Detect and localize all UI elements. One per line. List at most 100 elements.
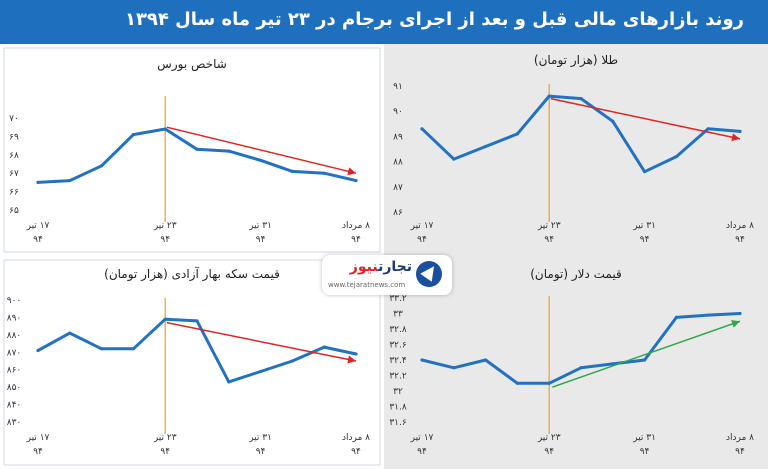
y-tick-label: ۸۷ bbox=[393, 183, 403, 193]
y-tick-label: ۸۵۰ bbox=[7, 383, 22, 393]
data-point bbox=[611, 362, 615, 366]
data-point bbox=[643, 170, 647, 174]
data-point bbox=[290, 169, 294, 173]
data-point bbox=[547, 381, 551, 385]
data-point bbox=[36, 180, 40, 184]
data-point bbox=[420, 127, 424, 131]
x-tick-label: ۸ مرداد bbox=[342, 433, 370, 443]
y-tick-label: ۶۹ bbox=[9, 132, 19, 142]
y-tick-label: ۹۱ bbox=[393, 82, 403, 92]
x-tick-label: ۳۱ تیر bbox=[632, 433, 656, 443]
x-tick-year-label: ۹۴ bbox=[735, 235, 745, 245]
y-tick-label: ۳۳.۲ bbox=[389, 294, 407, 304]
x-tick-label: ۳۱ تیر bbox=[248, 221, 272, 231]
x-tick-year-label: ۹۴ bbox=[544, 447, 554, 457]
x-tick-label: ۱۷ تیر bbox=[410, 433, 434, 443]
data-point bbox=[259, 158, 263, 162]
x-tick-label: ۱۷ تیر bbox=[410, 221, 434, 231]
trend-arrow-head-icon bbox=[731, 133, 740, 142]
gold-chart: طلا (هزار تومان) ۸۶ ۸۷ ۸۸ ۸۹ ۹۰ ۹۱ ۱۷ تیر ۹۴ ۲۳ ت… bbox=[384, 44, 768, 256]
data-point bbox=[354, 178, 358, 183]
logo-name-part2: نیوز bbox=[349, 259, 379, 275]
data-point bbox=[484, 144, 488, 149]
data-point bbox=[706, 313, 710, 317]
y-tick-label: ۳۲ bbox=[393, 387, 403, 397]
data-point bbox=[68, 331, 72, 335]
data-point bbox=[227, 380, 231, 384]
logo-url: www.tejaratnews.com bbox=[328, 281, 406, 289]
x-tick-year-label: ۹۴ bbox=[160, 235, 170, 245]
x-tick-label: ۱۷ تیر bbox=[26, 433, 50, 443]
trend-arrow-line bbox=[552, 320, 741, 388]
trend-arrow-head-icon bbox=[347, 355, 356, 364]
y-tick-label: ۸۹۰ bbox=[7, 313, 22, 323]
y-tick-label: ۹۰ bbox=[393, 107, 403, 117]
data-point bbox=[515, 381, 519, 385]
y-tick-label: ۸۸ bbox=[393, 158, 403, 168]
x-tick-year-label: ۹۴ bbox=[256, 235, 266, 245]
y-tick-label: ۳۲.۲ bbox=[389, 372, 407, 382]
data-point bbox=[290, 359, 294, 363]
data-point bbox=[452, 366, 456, 370]
chart-panel-bourse: شاخص بورس ۶۵ ۶۶ ۶۷ ۶۸ ۶۹ ۷۰ ۱۷ تیر ۹۴ ۲۳ تیر ۹۴ ۳۱ … bbox=[0, 44, 384, 256]
y-tick-label: ۶۵ bbox=[9, 206, 19, 216]
x-tick-year-label: ۹۴ bbox=[33, 447, 43, 457]
chart-title: قیمت دلار (تومان) bbox=[530, 267, 622, 282]
data-point bbox=[611, 119, 615, 123]
x-tick-label: ۱۷ تیر bbox=[26, 221, 50, 231]
x-tick-label: ۲۳ تیر bbox=[537, 433, 561, 443]
data-point bbox=[354, 352, 358, 356]
y-tick-label: ۳۱.۸ bbox=[389, 403, 407, 413]
chart-title: شاخص بورس bbox=[157, 57, 227, 72]
y-tick-label: ۹۰۰ bbox=[7, 296, 22, 306]
data-point bbox=[163, 317, 167, 321]
chart-title: طلا (هزار تومان) bbox=[534, 53, 618, 68]
panel-background bbox=[0, 256, 384, 469]
y-tick-label: ۷۰ bbox=[9, 114, 19, 124]
x-tick-label: ۸ مرداد bbox=[726, 221, 754, 231]
chart-title: قیمت سکه بهار آزادی (هزار تومان) bbox=[104, 266, 280, 282]
y-tick-label: ۸۹ bbox=[393, 132, 403, 142]
logo-name-part1: تجارت bbox=[378, 259, 412, 275]
data-point bbox=[674, 154, 678, 159]
data-point bbox=[131, 132, 135, 137]
x-tick-year-label: ۹۴ bbox=[160, 447, 170, 457]
data-point bbox=[163, 127, 167, 131]
y-tick-label: ۸۷۰ bbox=[7, 348, 22, 358]
y-tick-label: ۳۲.۸ bbox=[389, 325, 407, 335]
coin-chart: قیمت سکه بهار آزادی (هزار تومان) ۸۳۰ ۸۴۰ ۸۵… bbox=[0, 256, 384, 469]
data-point bbox=[322, 171, 326, 175]
trend-arrow-line bbox=[166, 126, 357, 174]
data-point bbox=[579, 97, 583, 101]
data-point bbox=[738, 311, 742, 316]
y-tick-label: ۸۳۰ bbox=[7, 418, 22, 428]
x-tick-year-label: ۹۴ bbox=[735, 447, 745, 457]
x-tick-label: ۳۱ تیر bbox=[248, 433, 272, 443]
data-point bbox=[100, 164, 104, 168]
bourse-chart: شاخص بورس ۶۵ ۶۶ ۶۷ ۶۸ ۶۹ ۷۰ ۱۷ تیر ۹۴ ۲۳ تیر ۹۴ ۳۱ … bbox=[0, 44, 384, 256]
trend-arrow-head-icon bbox=[347, 167, 356, 176]
y-tick-label: ۶۶ bbox=[9, 188, 19, 198]
data-point bbox=[484, 358, 488, 362]
y-tick-label: ۳۱.۶ bbox=[389, 418, 407, 428]
logo-name: تجارتنیوز bbox=[350, 259, 412, 275]
data-point bbox=[547, 94, 551, 98]
data-point bbox=[515, 132, 519, 136]
chart-panel-dollar: قیمت دلار (تومان) ۳۱.۶ ۳۱.۸ ۳۲ ۳۲.۲ ۳۲.۴ ۳۲.۶ ۳… bbox=[384, 256, 768, 469]
data-point bbox=[100, 347, 104, 351]
y-tick-label: ۶۸ bbox=[9, 151, 19, 161]
data-point bbox=[131, 347, 135, 351]
trend-arrow-line bbox=[550, 97, 741, 140]
y-tick-label: ۳۲.۴ bbox=[389, 356, 407, 366]
data-point bbox=[68, 178, 72, 183]
data-point bbox=[227, 149, 231, 153]
header-banner: روند بازارهای مالی قبل و بعد از اجرای بر… bbox=[0, 0, 768, 44]
chart-panel-gold: طلا (هزار تومان) ۸۶ ۸۷ ۸۸ ۸۹ ۹۰ ۹۱ ۱۷ تیر ۹۴ ۲۳ ت… bbox=[384, 44, 768, 256]
x-tick-label: ۸ مرداد bbox=[342, 221, 370, 231]
x-tick-year-label: ۹۴ bbox=[351, 447, 361, 457]
y-tick-label: ۳۳ bbox=[393, 310, 403, 320]
panel-border bbox=[3, 47, 381, 253]
data-point bbox=[195, 147, 199, 151]
x-tick-year-label: ۹۴ bbox=[256, 447, 266, 457]
trend-arrow-head-icon bbox=[731, 320, 740, 328]
